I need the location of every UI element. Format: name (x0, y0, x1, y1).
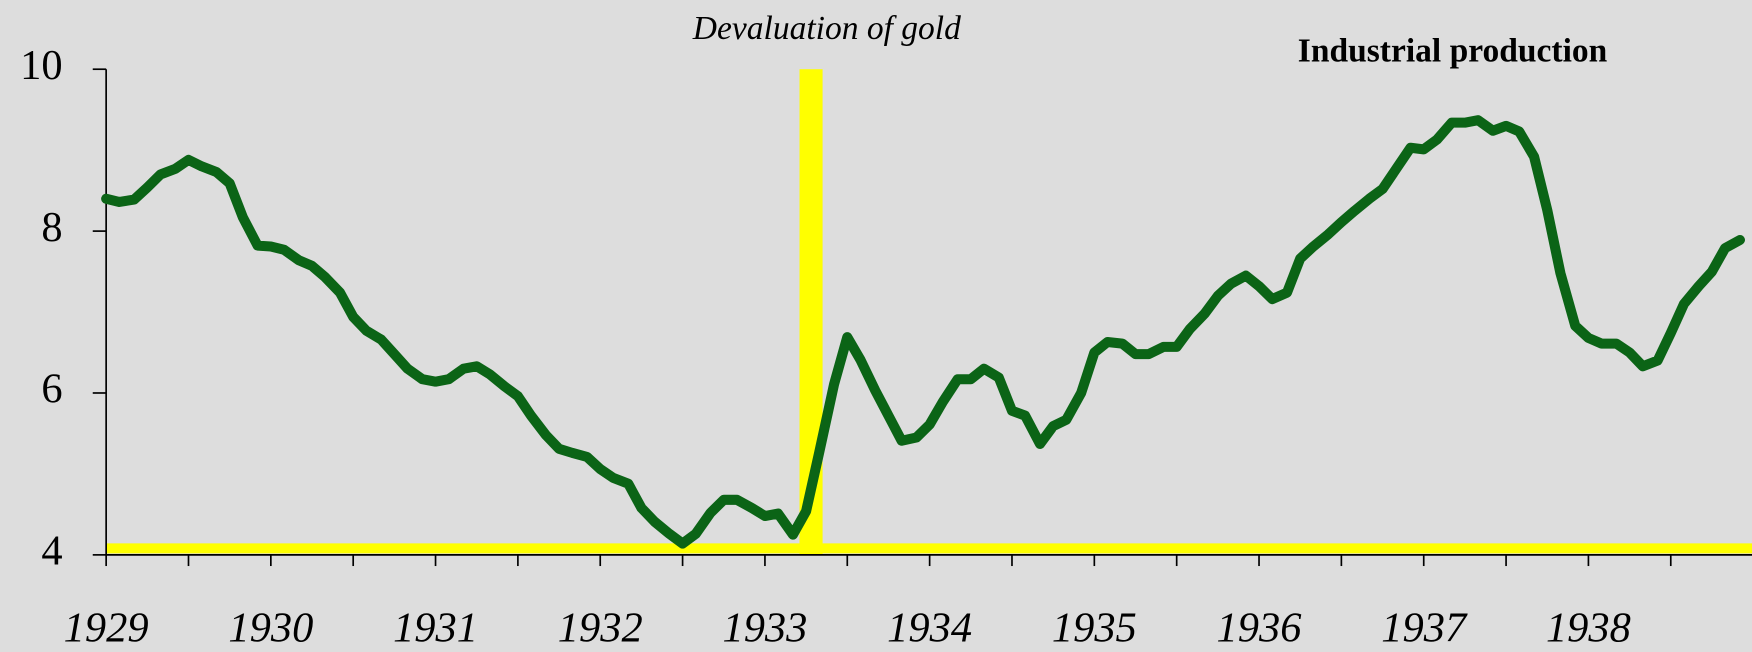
x-tick-label: 1932 (558, 605, 643, 652)
y-tick-label: 6 (41, 366, 62, 413)
devaluation-span (799, 69, 823, 555)
x-tick-label: 1936 (1217, 605, 1303, 652)
y-tick-label: 4 (41, 528, 62, 575)
x-tick-label: 1938 (1546, 605, 1631, 652)
data-line (101, 115, 1745, 549)
y-tick-label: 10 (20, 42, 62, 89)
x-tick-label: 1935 (1052, 605, 1137, 652)
x-tick-label: 1929 (64, 605, 149, 652)
x-tick-label: 1933 (722, 605, 807, 652)
y-tick-label: 8 (41, 204, 62, 251)
x-tick-label: 1931 (393, 605, 478, 652)
x-tick-label: 1937 (1381, 605, 1468, 652)
chart-title: Industrial production (1298, 32, 1608, 69)
x-tick-label: 1934 (887, 605, 972, 652)
annotation: Devaluation of gold (692, 10, 961, 47)
x-tick-label: 1930 (228, 605, 313, 652)
